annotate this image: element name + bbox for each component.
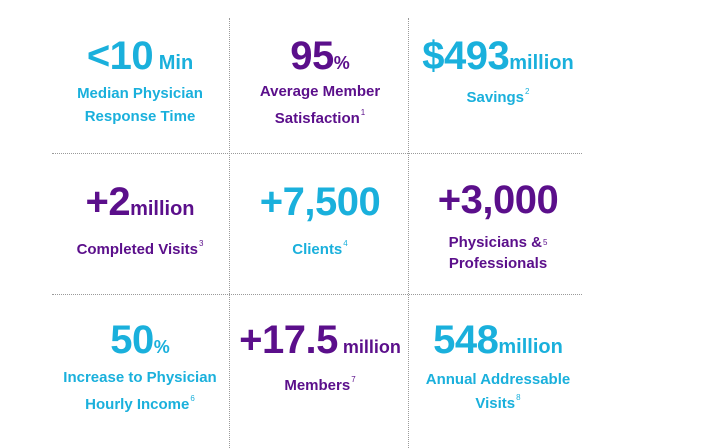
footnote-marker: 2 [525,87,530,96]
stat-physicians: +3,000 Physicians &5 Professionals [410,180,586,274]
stat-unit: Min [153,52,194,74]
stat-label-line: Professionals [448,255,548,272]
footnote-marker: 3 [198,239,204,248]
column-divider [229,18,230,448]
footnote-marker: 6 [190,394,195,403]
footnote-marker: 1 [360,108,366,117]
stat-label-line: Average Member [259,83,381,100]
stat-label-line: Hourly Income [85,396,190,413]
stat-value: <10 [86,34,154,78]
stat-label-line: Visits [475,395,516,412]
stat-value: 50 [110,318,154,362]
stat-value: 95 [290,34,334,78]
stat-unit: % [153,337,170,357]
footnote-marker: 8 [516,393,521,402]
stat-label-line: Savings [466,89,525,106]
stat-label-line: Annual Addressable [425,371,571,388]
stat-label-line: Members [284,377,351,394]
stat-completed-visits: +2million Completed Visits3 [52,182,228,261]
stat-savings: $493million Savings2 [410,36,586,109]
stat-value: $493 [422,34,510,78]
row-divider [52,294,582,295]
stat-hourly-income: 50% Increase to Physician Hourly Income6 [52,320,228,416]
stat-value: +3,000 [437,178,559,222]
stat-value: 548 [433,318,499,362]
stat-addressable-visits: 548million Annual Addressable Visits8 [410,320,586,414]
stat-label-line: Response Time [84,108,196,125]
footnote-marker: 4 [343,239,348,248]
stat-unit: % [333,53,350,73]
row-divider [52,153,582,154]
stat-value: +2 [85,180,131,224]
footnote-marker: 7 [351,375,356,384]
stat-label-line: Median Physician [77,85,203,102]
stat-unit: million [509,52,574,74]
column-divider [408,18,409,448]
stat-label-line: Completed Visits [76,241,198,258]
stat-label-line: Physicians & [448,234,542,251]
stat-unit: million [498,336,563,358]
stat-member-satisfaction: 95% Average Member Satisfaction1 [232,36,408,130]
stat-response-time: <10 Min Median Physician Response Time [52,36,228,128]
stat-label-line: Increase to Physician [63,369,217,386]
stat-value: +17.5 [239,318,338,362]
stat-clients: +7,500 Clients4 [232,182,408,261]
stat-value: +7,500 [259,180,381,224]
footnote-marker: 5 [542,238,548,247]
stat-unit: million [337,337,401,357]
stat-members: +17.5 million Members7 [232,320,408,397]
stat-label-line: Clients [292,241,343,258]
stat-unit: million [130,198,195,220]
stat-label-line: Satisfaction [274,110,360,127]
